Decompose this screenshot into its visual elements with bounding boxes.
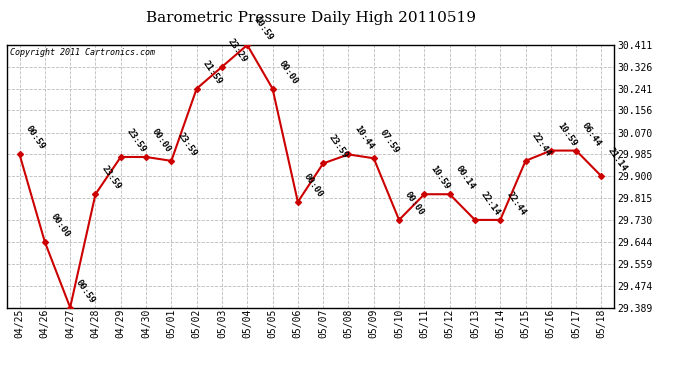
Text: 21:59: 21:59 (201, 59, 224, 86)
Text: 22:44: 22:44 (530, 131, 553, 158)
Text: 10:44: 10:44 (353, 124, 375, 152)
Text: 22:14: 22:14 (479, 190, 502, 217)
Text: 23:59: 23:59 (125, 127, 148, 154)
Text: 00:14: 00:14 (454, 164, 477, 192)
Text: 00:00: 00:00 (49, 212, 72, 239)
Text: 07:59: 07:59 (378, 128, 401, 156)
Text: 10:59: 10:59 (428, 164, 451, 192)
Text: 00:00: 00:00 (150, 127, 173, 154)
Text: 10:59: 10:59 (555, 121, 578, 148)
Text: 23:29: 23:29 (226, 37, 249, 64)
Text: 00:00: 00:00 (277, 59, 299, 86)
Text: 23:59: 23:59 (327, 134, 350, 160)
Text: 00:00: 00:00 (403, 190, 426, 217)
Text: 00:59: 00:59 (23, 124, 46, 152)
Text: 00:59: 00:59 (75, 278, 97, 305)
Text: 22:44: 22:44 (504, 190, 527, 217)
Text: 23:59: 23:59 (175, 131, 198, 158)
Text: Barometric Pressure Daily High 20110519: Barometric Pressure Daily High 20110519 (146, 11, 475, 25)
Text: Copyright 2011 Cartronics.com: Copyright 2011 Cartronics.com (10, 48, 155, 57)
Text: 23:59: 23:59 (99, 164, 122, 192)
Text: 00:00: 00:00 (302, 172, 325, 199)
Text: 10:59: 10:59 (251, 15, 274, 42)
Text: 06:44: 06:44 (580, 121, 603, 148)
Text: 21:14: 21:14 (606, 146, 629, 174)
